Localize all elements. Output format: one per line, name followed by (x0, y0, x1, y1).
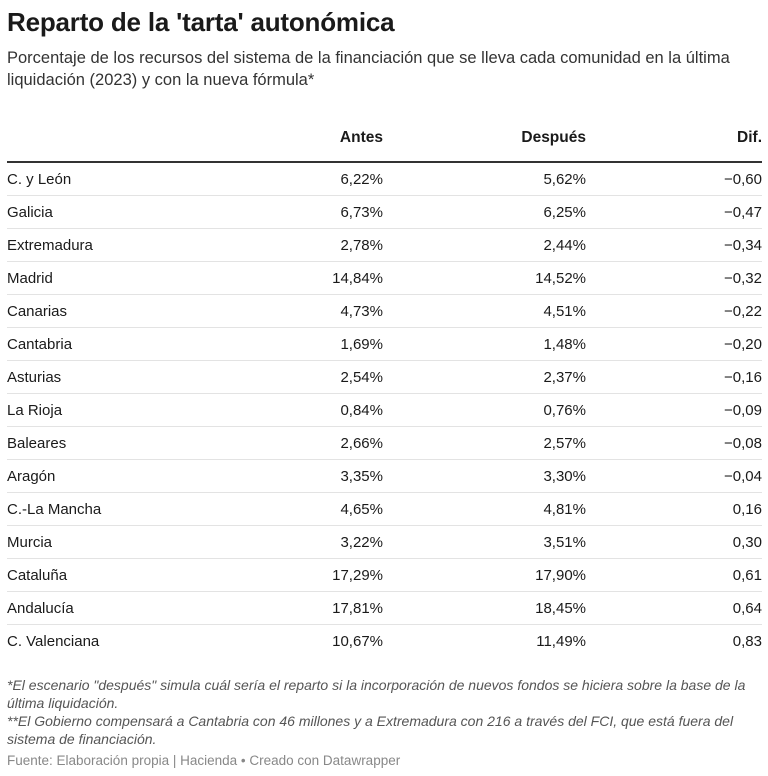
region-cell: Andalucía (7, 591, 187, 625)
despues-cell: 5,62% (383, 162, 586, 196)
antes-cell: 6,22% (187, 162, 383, 196)
antes-cell: 17,81% (187, 591, 383, 625)
table-row: C. Valenciana 10,67% 11,49% 0,83 (7, 625, 762, 658)
dif-cell: 0,16 (586, 492, 762, 526)
dif-cell: −0,60 (586, 162, 762, 196)
footnotes: *El escenario "después" simula cuál serí… (7, 676, 762, 748)
antes-cell: 3,22% (187, 525, 383, 559)
antes-cell: 2,66% (187, 426, 383, 460)
antes-cell: 3,35% (187, 459, 383, 493)
dif-cell: −0,09 (586, 393, 762, 427)
dif-cell: 0,61 (586, 558, 762, 592)
region-cell: Madrid (7, 261, 187, 295)
column-header-despues[interactable]: Después (383, 125, 586, 163)
dif-cell: −0,47 (586, 195, 762, 229)
table-row: La Rioja 0,84% 0,76% −0,09 (7, 393, 762, 427)
dif-cell: 0,64 (586, 591, 762, 625)
despues-cell: 4,51% (383, 294, 586, 328)
antes-cell: 4,65% (187, 492, 383, 526)
antes-cell: 4,73% (187, 294, 383, 328)
table-row: Galicia 6,73% 6,25% −0,47 (7, 195, 762, 229)
table-row: Andalucía 17,81% 18,45% 0,64 (7, 591, 762, 625)
table-row: Murcia 3,22% 3,51% 0,30 (7, 525, 762, 559)
table-row: Canarias 4,73% 4,51% −0,22 (7, 294, 762, 328)
despues-cell: 14,52% (383, 261, 586, 295)
footnote-1: *El escenario "después" simula cuál serí… (7, 677, 746, 711)
despues-cell: 3,30% (383, 459, 586, 493)
despues-cell: 3,51% (383, 525, 586, 559)
despues-cell: 11,49% (536, 632, 586, 650)
antes-cell: 2,78% (187, 228, 383, 262)
table-row: Cataluña 17,29% 17,90% 0,61 (7, 558, 762, 592)
despues-cell: 17,90% (383, 558, 586, 592)
antes-cell: 2,54% (187, 360, 383, 394)
chart-title: Reparto de la 'tarta' autonómica (7, 7, 395, 37)
despues-cell: 2,57% (383, 426, 586, 460)
table-row: Cantabria 1,69% 1,48% −0,20 (7, 327, 762, 361)
chart-container: Reparto de la 'tarta' autonómica Porcent… (7, 0, 762, 768)
despues-cell: 2,37% (383, 360, 586, 394)
region-cell: Galicia (7, 195, 187, 229)
table-row: Asturias 2,54% 2,37% −0,16 (7, 360, 762, 394)
region-cell: Aragón (7, 459, 187, 493)
table-row: Aragón 3,35% 3,30% −0,04 (7, 459, 762, 493)
dif-cell: −0,22 (586, 294, 762, 328)
antes-cell: 0,84% (187, 393, 383, 427)
dif-cell: −0,16 (586, 360, 762, 394)
despues-cell: 6,25% (383, 195, 586, 229)
region-cell: Cataluña (7, 558, 187, 592)
dif-cell: −0,32 (586, 261, 762, 295)
table-header-row: Antes Después Dif. (7, 125, 762, 163)
footnote-2: **El Gobierno compensará a Cantabria con… (7, 713, 734, 747)
region-cell: Asturias (7, 360, 187, 394)
despues-cell: 4,81% (383, 492, 586, 526)
antes-cell: 10,67% (332, 632, 383, 650)
antes-cell: 17,29% (187, 558, 383, 592)
table-row: C. y León 6,22% 5,62% −0,60 (7, 162, 762, 196)
column-header-region[interactable] (7, 125, 187, 163)
dif-cell: −0,20 (586, 327, 762, 361)
region-cell: C.-La Mancha (7, 492, 187, 526)
source-line: Fuente: Elaboración propia | Hacienda • … (7, 753, 401, 768)
column-header-dif[interactable]: Dif. (586, 125, 762, 163)
region-cell: La Rioja (7, 393, 187, 427)
region-cell: Baleares (7, 426, 187, 460)
region-cell: Canarias (7, 294, 187, 328)
region-cell: C. Valenciana (7, 632, 100, 650)
dif-cell: 0,83 (732, 632, 762, 650)
region-cell: Cantabria (7, 327, 187, 361)
table-body: C. y León 6,22% 5,62% −0,60 Galicia 6,73% 6,25… (7, 162, 762, 657)
dif-cell: −0,08 (586, 426, 762, 460)
table-row: Extremadura 2,78% 2,44% −0,34 (7, 228, 762, 262)
despues-cell: 1,48% (383, 327, 586, 361)
region-cell: Extremadura (7, 228, 187, 262)
antes-cell: 14,84% (187, 261, 383, 295)
dif-cell: −0,04 (586, 459, 762, 493)
despues-cell: 2,44% (383, 228, 586, 262)
antes-cell: 1,69% (187, 327, 383, 361)
antes-cell: 6,73% (187, 195, 383, 229)
region-cell: C. y León (7, 162, 187, 196)
dif-cell: 0,30 (586, 525, 762, 559)
despues-cell: 18,45% (383, 591, 586, 625)
column-header-antes[interactable]: Antes (187, 125, 383, 163)
table-row: C.-La Mancha 4,65% 4,81% 0,16 (7, 492, 762, 526)
region-cell: Murcia (7, 525, 187, 559)
despues-cell: 0,76% (383, 393, 586, 427)
chart-subtitle: Porcentaje de los recursos del sistema d… (7, 49, 730, 89)
data-table: Antes Después Dif. C. y León 6,22% 5,62% −0… (7, 125, 762, 657)
dif-cell: −0,34 (586, 228, 762, 262)
table-row: Baleares 2,66% 2,57% −0,08 (7, 426, 762, 460)
table-row: Madrid 14,84% 14,52% −0,32 (7, 261, 762, 295)
